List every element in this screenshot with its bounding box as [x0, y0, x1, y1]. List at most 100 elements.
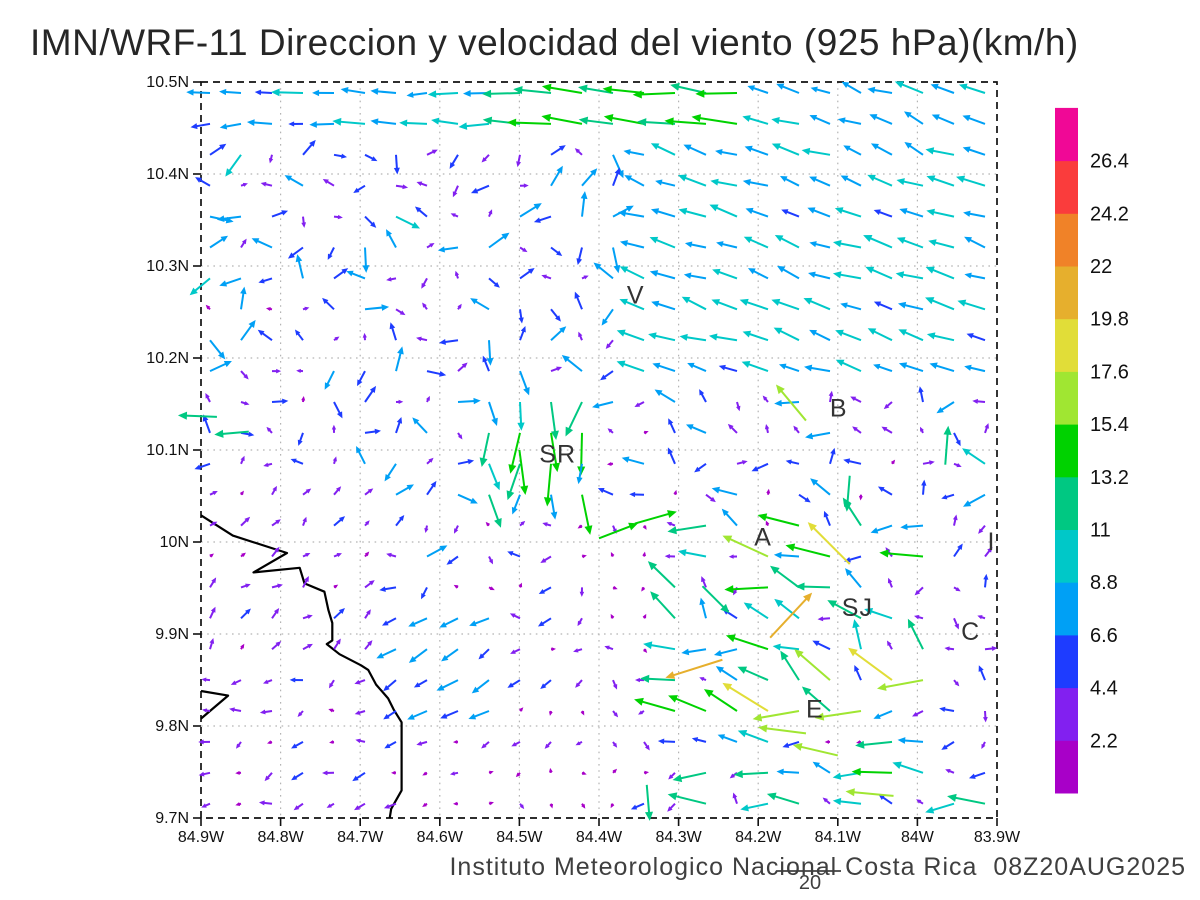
wind-arrow-head	[326, 803, 332, 808]
wind-arrow-head	[307, 614, 313, 619]
wind-arrow-head	[198, 771, 205, 777]
wind-arrow-head	[987, 546, 993, 553]
wind-arrow-head	[681, 648, 690, 656]
wind-arrow-head	[379, 586, 386, 592]
wind-arrow-head	[876, 682, 887, 691]
wind-arrow-head	[957, 299, 967, 307]
wind-arrow-head	[510, 649, 516, 654]
wind-arrow-head	[219, 143, 227, 150]
wind-arrow-head	[275, 519, 281, 525]
colorbar-label: 8.8	[1090, 572, 1118, 594]
wind-arrow-head	[550, 511, 558, 520]
wind-arrow-head	[764, 424, 770, 430]
wind-arrow-head	[270, 88, 280, 97]
wind-arrow-shaft	[796, 744, 839, 757]
wind-arrow-head	[209, 638, 215, 644]
wind-arrow-head	[644, 811, 654, 821]
wind-arrow-head	[962, 146, 971, 153]
wind-arrow-head	[578, 331, 583, 338]
wind-arrow-head	[509, 613, 516, 618]
wind-arrow-head	[592, 402, 600, 409]
wind-arrow-head	[397, 346, 404, 355]
wind-arrow-head	[814, 712, 825, 721]
wind-arrow-shaft	[856, 770, 893, 774]
wind-arrow-head	[667, 792, 678, 801]
wind-arrow-head	[616, 360, 626, 368]
wind-arrow-head	[453, 528, 459, 534]
colorbar-segment	[1055, 687, 1078, 741]
wind-arrow-head	[542, 522, 548, 527]
wind-arrow-head	[834, 207, 844, 214]
wind-arrow-head	[736, 405, 741, 412]
wind-arrow-head	[576, 476, 583, 485]
wind-arrow-shaft	[431, 92, 459, 96]
wind-arrow-head	[362, 332, 367, 338]
city-label: V	[627, 281, 645, 309]
wind-arrow-head	[605, 343, 611, 350]
wind-arrow-head	[580, 191, 588, 200]
wind-arrow-head	[743, 236, 753, 244]
wind-arrow-head	[683, 272, 692, 279]
wind-arrow-shaft	[403, 121, 428, 125]
wind-arrow-shaft	[645, 784, 651, 817]
wind-arrow-shaft	[546, 463, 552, 503]
wind-arrow-shaft	[741, 667, 769, 682]
wind-arrow-head	[647, 561, 658, 571]
wind-arrow-head	[809, 114, 818, 121]
wind-arrow-head	[737, 729, 748, 738]
wind-arrow-head	[399, 119, 408, 127]
wind-arrow-head	[715, 666, 724, 674]
wind-arrow-shaft	[637, 92, 676, 96]
wind-arrow-head	[408, 620, 416, 627]
wind-arrow-head	[867, 174, 876, 182]
wind-arrow-head	[273, 608, 280, 614]
wind-arrow-shaft	[866, 235, 893, 249]
wind-arrow-head	[244, 516, 251, 523]
wind-arrow-head	[832, 772, 842, 780]
wind-arrow-head	[258, 800, 265, 806]
wind-arrow-head	[488, 558, 494, 565]
wind-arrow-head	[725, 634, 736, 643]
wind-arrow-head	[427, 90, 437, 98]
wind-arrow-head	[945, 769, 951, 774]
wind-arrow-head	[365, 520, 370, 526]
x-axis-tick-label: 84.1W	[815, 829, 862, 846]
wind-arrow-head	[773, 327, 783, 335]
wind-arrow-shaft	[830, 601, 862, 620]
wind-arrow-head	[421, 593, 426, 600]
wind-arrow-shaft	[620, 361, 645, 373]
wind-arrow-shaft	[582, 119, 614, 125]
colorbar-label: 2.2	[1090, 730, 1118, 752]
wind-arrow-shaft	[650, 563, 676, 589]
wind-arrow-head	[240, 643, 245, 649]
wind-arrow-head	[766, 488, 771, 494]
wind-arrow-shaft	[761, 515, 800, 527]
wind-arrow-head	[803, 592, 813, 603]
colorbar-label: 4.4	[1090, 678, 1118, 700]
wind-arrow-head	[614, 167, 621, 175]
wind-arrow-head	[205, 392, 210, 399]
wind-arrow-head	[602, 85, 612, 94]
wind-arrow-shaft	[908, 622, 924, 650]
wind-arrow-head	[642, 525, 647, 530]
wind-arrow-shaft	[729, 635, 769, 651]
wind-arrow-head	[177, 411, 188, 420]
wind-arrow-head	[398, 399, 404, 405]
wind-arrow-head	[649, 236, 659, 244]
wind-arrow-shaft	[486, 92, 521, 95]
wind-arrow-head	[437, 246, 446, 253]
wind-arrow-shaft	[898, 82, 924, 94]
wind-arrow-head	[681, 296, 691, 304]
wind-arrow-head	[376, 652, 384, 659]
wind-arrow-head	[263, 462, 269, 467]
wind-arrow-shaft	[756, 710, 800, 720]
wind-arrow-head	[774, 235, 784, 242]
wind-arrow-head	[556, 165, 563, 174]
wind-arrow-shaft	[770, 794, 800, 805]
wind-arrow-head	[812, 640, 820, 647]
wind-arrow-head	[245, 608, 251, 615]
wind-arrow-head	[850, 396, 857, 402]
wind-arrow-head	[471, 686, 480, 694]
wind-arrow-head	[840, 302, 848, 309]
wind-arrow-head	[352, 775, 359, 782]
